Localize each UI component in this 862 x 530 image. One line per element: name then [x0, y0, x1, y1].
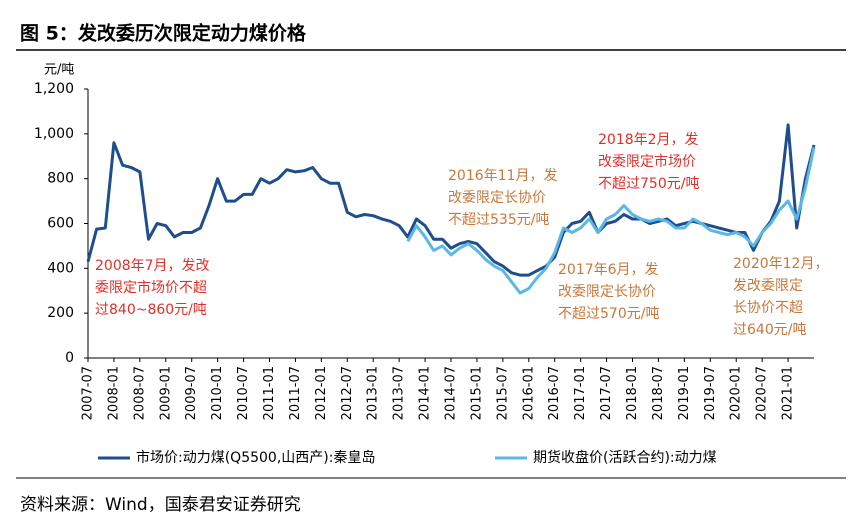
chart-title: 图 5：发改委历次限定动力煤价格	[20, 22, 307, 45]
annotation: 过840~860元/吨	[95, 302, 207, 318]
annotation: 改委限定市场价	[598, 153, 696, 170]
x-tick-label: 2013-07	[392, 366, 407, 420]
x-tick-label: 2007-07	[81, 366, 96, 420]
x-tick-label: 2015-01	[469, 366, 484, 420]
x-tick-label: 2009-01	[158, 366, 173, 420]
x-tick-label: 2013-01	[366, 366, 381, 420]
x-tick-label: 2012-07	[340, 366, 355, 420]
annotation: 过640元/吨	[733, 322, 806, 338]
x-tick-label: 2011-07	[288, 366, 303, 420]
x-tick-label: 2021-01	[781, 366, 796, 420]
annotation: 不超过750元/吨	[598, 176, 699, 192]
x-tick-label: 2008-01	[106, 366, 121, 420]
x-tick-label: 2017-07	[599, 366, 614, 420]
y-axis-unit: 元/吨	[44, 63, 74, 78]
x-tick-label: 2015-07	[495, 366, 510, 420]
x-tick-label: 2018-07	[651, 366, 666, 420]
x-tick-label: 2018-01	[625, 366, 640, 420]
series-line	[86, 123, 816, 277]
y-tick-label: 1,200	[34, 81, 74, 97]
legend-label: 市场价:动力煤(Q5500,山西产):秦皇岛	[136, 449, 375, 466]
y-tick-label: 800	[47, 171, 74, 187]
x-tick-label: 2012-01	[314, 366, 329, 420]
x-tick-label: 2011-01	[262, 366, 277, 420]
annotation: 2017年6月，发	[558, 262, 659, 278]
y-tick-label: 400	[47, 260, 74, 276]
annotation: 改委限定长协价	[558, 284, 656, 300]
x-tick-label: 2008-07	[132, 366, 147, 420]
y-tick-label: 200	[47, 305, 74, 321]
y-tick-label: 1,000	[34, 126, 74, 142]
x-tick-label: 2014-01	[418, 366, 433, 420]
annotation: 2008年7月，发改	[95, 258, 210, 274]
x-tick-label: 2014-07	[444, 366, 459, 420]
source: 资料来源：Wind，国泰君安证券研究	[20, 495, 301, 515]
x-tick-label: 2017-01	[573, 366, 588, 420]
x-tick-label: 2010-07	[236, 366, 251, 420]
x-tick-label: 2016-07	[547, 366, 562, 420]
series-line	[406, 146, 816, 295]
annotation: 不超过570元/吨	[558, 306, 659, 322]
annotation: 长协价不超	[733, 300, 803, 316]
annotation: 2020年12月，	[733, 256, 828, 272]
x-tick-label: 2020-01	[729, 366, 744, 420]
x-tick-label: 2020-07	[755, 366, 770, 420]
annotation: 改委限定长协价	[448, 190, 546, 206]
x-tick-label: 2016-01	[521, 366, 536, 420]
legend-label: 期货收盘价(活跃合约):动力煤	[533, 449, 717, 466]
x-tick-label: 2010-01	[210, 366, 225, 420]
annotation: 2018年2月，发	[598, 132, 699, 148]
x-tick-label: 2019-01	[677, 366, 692, 420]
annotation: 委限定市场价不超	[95, 279, 207, 296]
x-tick-label: 2009-07	[184, 366, 199, 420]
annotation: 2016年11月，发	[448, 168, 557, 184]
annotation: 不超过535元/吨	[448, 212, 549, 228]
y-tick-label: 600	[47, 216, 74, 232]
x-tick-label: 2019-07	[703, 366, 718, 420]
y-tick-label: 0	[65, 350, 74, 366]
annotation: 发改委限定	[733, 278, 803, 294]
